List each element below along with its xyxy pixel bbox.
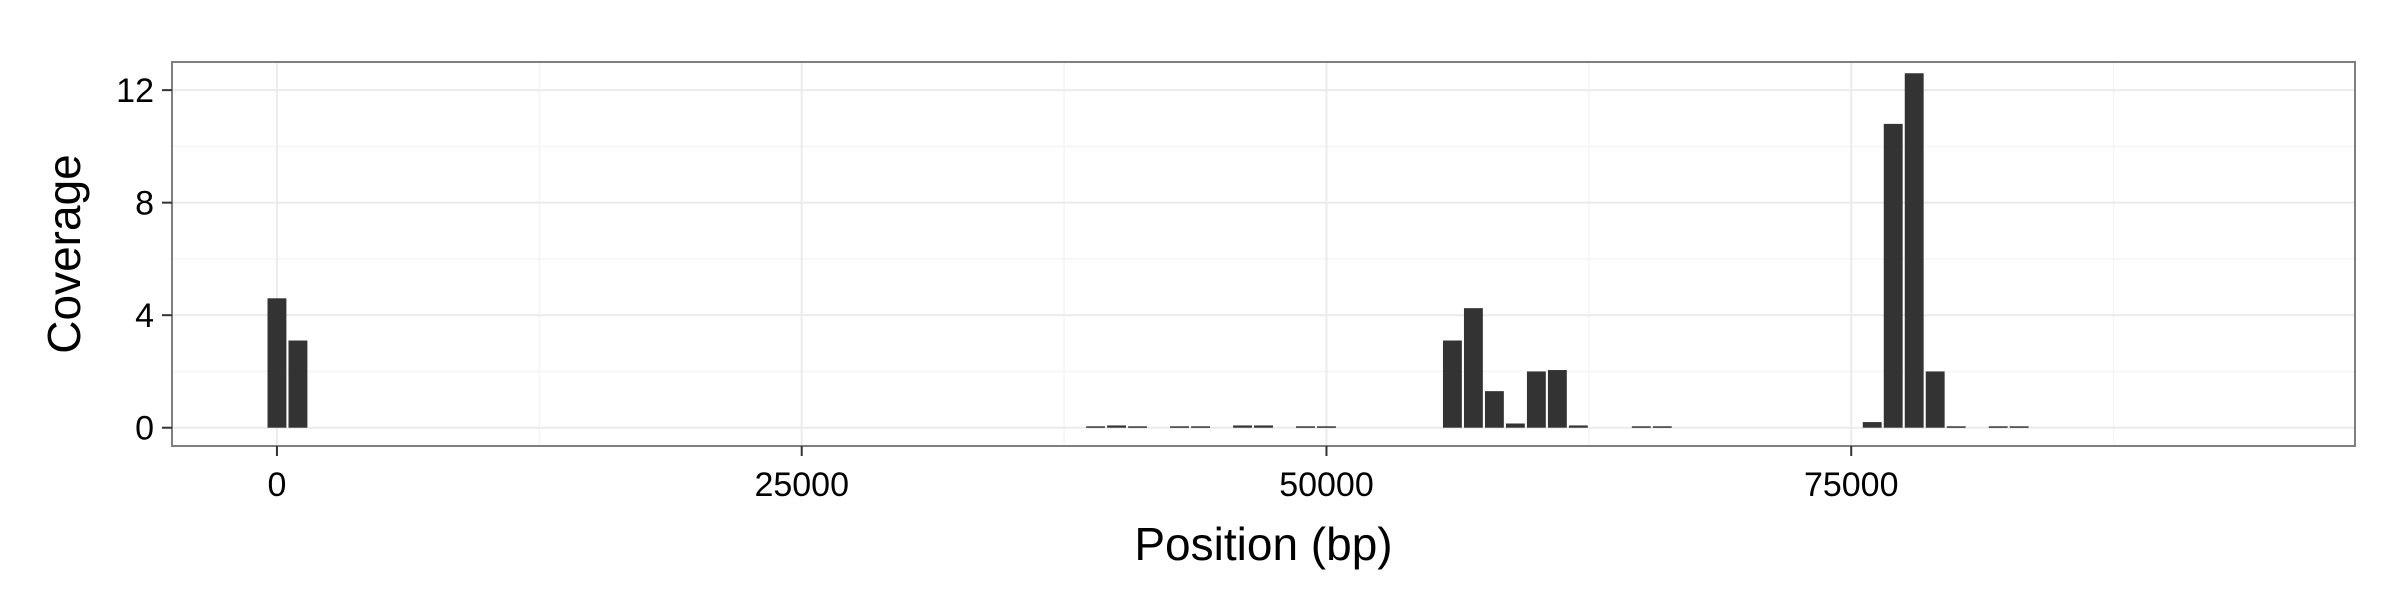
bar [288,340,308,428]
bar [1526,371,1546,428]
bar [1631,426,1651,428]
bar [1946,426,1966,428]
bar [1442,340,1462,428]
y-axis-title: Coverage [38,154,90,353]
bar [1170,426,1189,428]
bar [1317,426,1336,428]
bar [2009,426,2029,428]
bar [267,298,287,428]
bar [1107,425,1127,428]
bars [267,73,2029,428]
x-tick-label: 0 [267,466,286,504]
panel-border [171,61,2356,447]
bar [1547,370,1567,428]
x-axis-title: Position (bp) [1134,518,1392,570]
y-tick-label: 12 [116,72,154,110]
bar [1862,422,1882,428]
bar [1568,425,1588,428]
bar [1652,426,1672,428]
x-tick-label: 75000 [1804,466,1899,504]
x-tick-label: 25000 [754,466,849,504]
bar [1233,425,1252,428]
bar [1484,391,1504,428]
bar [1505,423,1525,428]
bar [1191,426,1210,428]
bar [1086,426,1106,428]
bar [1988,426,2008,428]
bar [1883,123,1903,428]
bar [1128,426,1148,428]
bar [1925,371,1945,428]
axes: 0 25000 50000 75000 0 4 8 12 [116,72,1898,504]
bar [1463,308,1483,428]
grid-lines [172,62,2355,446]
y-tick-label: 8 [135,185,154,223]
x-tick-label: 50000 [1279,466,1374,504]
y-tick-label: 4 [135,297,154,335]
bar [1904,73,1924,428]
y-tick-label: 0 [135,410,154,448]
bar [1254,425,1273,428]
bar [1296,426,1315,428]
